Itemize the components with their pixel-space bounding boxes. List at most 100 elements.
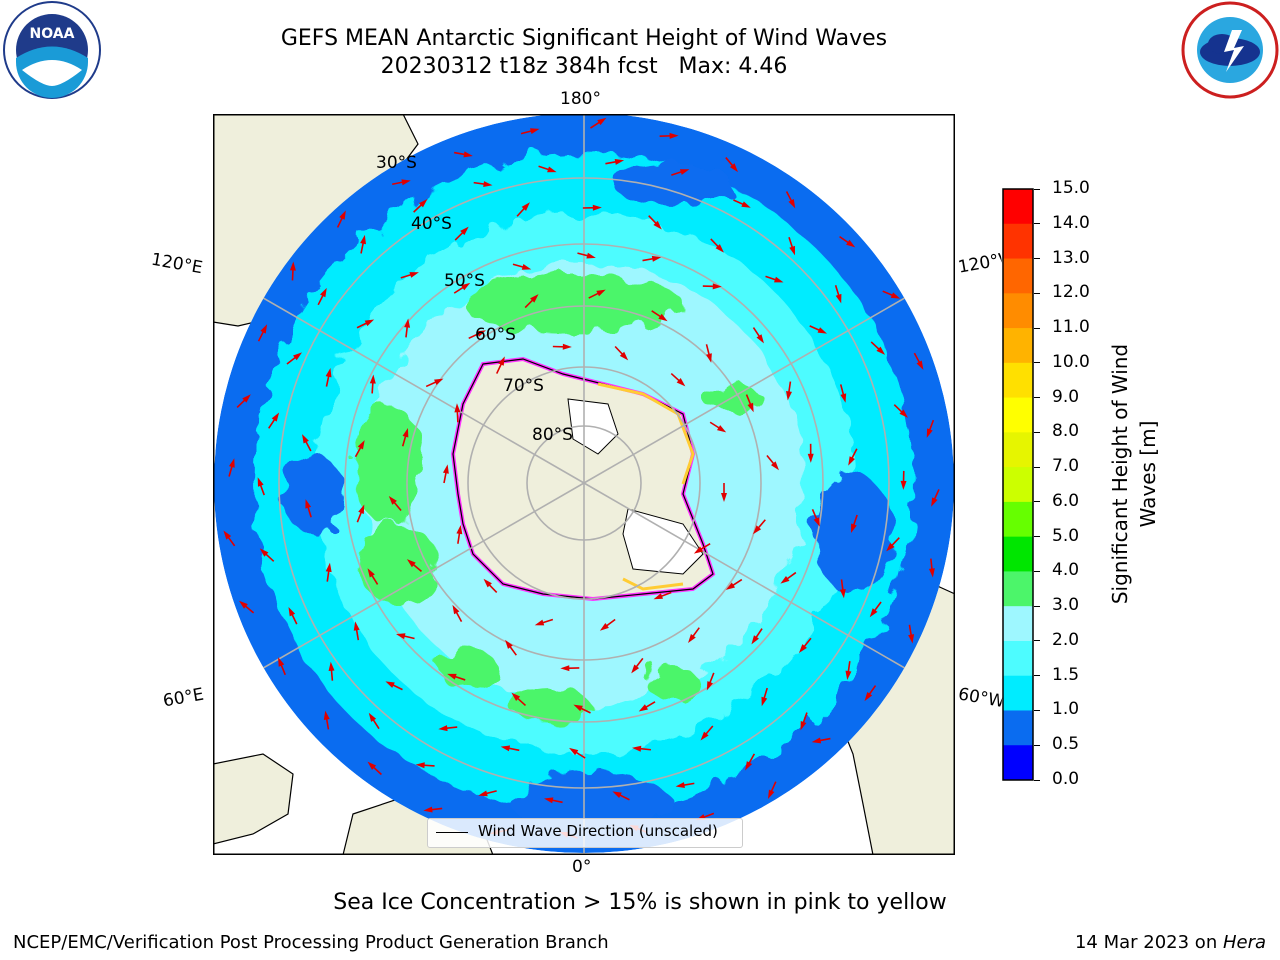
wind-arrow-head — [745, 761, 753, 771]
wind-arrow-head — [753, 525, 762, 535]
colorbar-tick-mark — [1034, 640, 1040, 642]
wind-arrow-head — [278, 657, 285, 667]
wind-arrow-head — [259, 548, 269, 557]
colorbar-tick-mark — [1034, 327, 1040, 329]
colorbar-tick-mark — [1034, 605, 1040, 607]
wind-arrow-head — [807, 453, 814, 463]
wind-arrow-head — [876, 346, 886, 355]
wind-arrow-head — [547, 166, 557, 173]
wind-arrow-head — [817, 327, 827, 334]
figure-subtitle: 20230312 t18z 384h fcst Max: 4.46 — [380, 54, 788, 79]
wind-arrow-head — [418, 199, 428, 208]
lat-label-30s: 30°S — [376, 153, 417, 173]
colorbar-segment — [1003, 710, 1033, 746]
wind-arrow-head — [325, 367, 332, 378]
wind-arrow-head — [228, 458, 235, 468]
wind-arrow-head — [401, 179, 411, 186]
wind-arrow-head — [358, 504, 365, 514]
wind-arrow-head — [364, 319, 375, 327]
colorbar-tick-mark — [1034, 779, 1040, 781]
wind-arrow-head — [741, 201, 751, 208]
wind-arrow-head — [534, 619, 545, 626]
wind-arrow-head — [931, 497, 938, 507]
colorbar-tick-label: 7.0 — [1052, 456, 1080, 477]
wind-arrow-head — [476, 330, 486, 337]
wind-arrow-head — [756, 334, 764, 344]
wind-arrow-head — [908, 634, 915, 644]
colorbar-tick-mark — [1034, 397, 1040, 399]
wind-arrow-head — [770, 461, 779, 471]
wind-arrow-head — [864, 691, 873, 702]
wind-arrow-head — [328, 661, 335, 672]
wind-arrow-head — [505, 639, 513, 649]
wind-arrow-head — [442, 464, 449, 474]
wind-arrow-head — [706, 353, 712, 363]
wind-arrow-head — [530, 128, 540, 135]
wind-arrow-head — [569, 747, 579, 756]
wind-arrow-head — [257, 477, 264, 487]
colorbar-tick-mark — [1034, 188, 1040, 190]
wind-arrow-head — [438, 725, 448, 732]
polar-map: 30°S 40°S 50°S 60°S 70°S 80°S — [213, 114, 955, 859]
wind-arrow-head — [511, 692, 521, 701]
wind-arrow-head — [614, 158, 625, 165]
colorbar-segment — [1003, 571, 1033, 607]
noaa-logo: NOAA — [2, 0, 102, 100]
wind-arrow-head — [560, 665, 570, 672]
legend-line-icon — [436, 832, 468, 833]
wind-arrow-head — [926, 428, 933, 438]
wind-arrow-head — [725, 582, 736, 590]
lat-label-80s: 80°S — [532, 425, 573, 445]
colorbar-segment — [1003, 640, 1033, 677]
graticule — [214, 114, 954, 853]
colorbar-tick-mark — [1034, 536, 1040, 538]
colorbar-segment — [1003, 293, 1033, 329]
lat-label-50s: 50°S — [444, 271, 485, 291]
wind-arrow-head — [688, 633, 696, 644]
wind-arrow-head — [452, 604, 460, 615]
wind-arrow-head — [840, 393, 847, 403]
colorbar-segment — [1003, 223, 1033, 260]
wind-arrow-head — [260, 324, 268, 334]
wind-arrow-head — [530, 294, 539, 303]
wind-arrow-head — [729, 163, 738, 173]
wind-arrow-head — [302, 434, 309, 444]
wind-arrow-head — [612, 791, 622, 799]
wind-arrow-head — [288, 607, 296, 617]
wind-arrow-head — [638, 704, 648, 712]
lat-label-70s: 70°S — [503, 376, 544, 396]
wind-arrow-head — [404, 318, 411, 328]
lat-label-40s: 40°S — [411, 214, 452, 234]
colorbar-tick-label: 12.0 — [1052, 282, 1090, 303]
nws-logo — [1180, 0, 1280, 100]
wind-arrow-head — [396, 633, 406, 640]
colorbar-tick-mark — [1034, 292, 1040, 294]
colorbar-segment — [1003, 675, 1033, 711]
wind-arrow-head — [353, 621, 360, 631]
figure-title: GEFS MEAN Antarctic Significant Height o… — [280, 26, 888, 51]
colorbar-tick-label: 2.0 — [1052, 629, 1080, 650]
footer-machine: Hera — [1222, 932, 1266, 953]
colorbar-tick-mark — [1034, 362, 1040, 364]
wind-arrow-head — [916, 360, 924, 370]
legend-label: Wind Wave Direction (unscaled) — [478, 822, 718, 840]
wind-arrow-head — [521, 202, 530, 211]
colorbar-segment — [1003, 258, 1033, 294]
wind-arrow-head — [406, 559, 416, 568]
wind-arrow-head — [369, 374, 376, 384]
lon-label-120w: 120°W — [956, 250, 1004, 278]
wind-arrow-head — [780, 575, 790, 584]
wind-arrow-head — [886, 542, 895, 552]
wind-arrow-head — [323, 710, 330, 721]
wind-arrow-head — [498, 356, 505, 366]
colorbar-segment — [1003, 745, 1033, 781]
wind-arrow-head — [869, 608, 878, 618]
lon-label-60w: 60°W — [956, 684, 1004, 712]
wind-arrow-head — [320, 287, 327, 298]
wind-arrow-head — [676, 378, 686, 387]
wind-arrow-head — [693, 546, 704, 554]
wind-arrow-head — [447, 673, 457, 680]
wind-arrow-head — [811, 737, 822, 744]
wind-arrow-head — [483, 578, 492, 588]
wind-arrow-head — [788, 199, 796, 209]
